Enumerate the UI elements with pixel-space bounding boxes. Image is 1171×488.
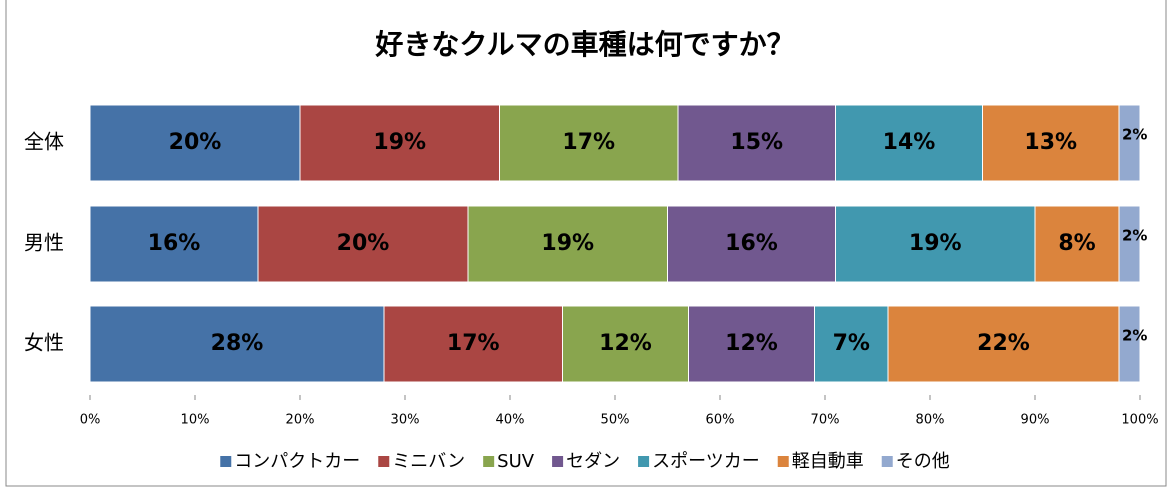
data-label: 2% — [1122, 126, 1147, 144]
legend-swatch — [483, 456, 495, 467]
y-tick-label: 全体 — [24, 130, 64, 154]
bar-segment — [814, 305, 889, 383]
bar-segment — [1034, 205, 1120, 283]
legend-label: 軽自動車 — [792, 451, 864, 472]
bar-segment — [257, 205, 469, 283]
data-label: 22% — [977, 331, 1030, 356]
data-label: 28% — [211, 331, 264, 356]
data-label: 19% — [909, 231, 962, 256]
bar-segment — [667, 205, 836, 283]
legend-swatch — [777, 456, 789, 467]
legend-swatch — [881, 456, 893, 467]
x-tick-label: 40% — [496, 413, 525, 428]
bar-segment — [688, 305, 815, 383]
legend-label: SUV — [497, 451, 535, 472]
x-tick-label: 100% — [1121, 413, 1158, 428]
data-label: 14% — [883, 130, 936, 155]
data-label: 20% — [337, 231, 390, 256]
x-tick-label: 70% — [811, 413, 840, 428]
data-label: 7% — [833, 331, 870, 356]
bar-segment — [982, 104, 1120, 182]
data-label: 19% — [373, 130, 426, 155]
legend-label: セダン — [566, 451, 620, 472]
bar-segment — [89, 205, 259, 283]
legend-label: ミニバン — [392, 451, 465, 472]
bar-segment — [1118, 104, 1141, 182]
data-label: 15% — [730, 130, 783, 155]
x-tick-label: 0% — [80, 413, 101, 428]
x-tick-label: 80% — [916, 413, 945, 428]
legend-label: その他 — [896, 451, 950, 472]
x-tick-label: 20% — [286, 413, 315, 428]
bar-segment — [89, 104, 301, 182]
data-label: 17% — [562, 130, 615, 155]
bar-segment — [835, 104, 983, 182]
legend-swatch — [220, 456, 232, 467]
bar-segment — [383, 305, 563, 383]
bar-segment — [1118, 305, 1141, 383]
legend-label: コンパクトカー — [234, 451, 360, 472]
x-tick-label: 90% — [1021, 413, 1050, 428]
legend-swatch — [638, 456, 650, 467]
data-label: 2% — [1122, 327, 1147, 345]
data-label: 13% — [1024, 130, 1077, 155]
data-label: 20% — [169, 130, 222, 155]
x-tick-label: 50% — [601, 413, 630, 428]
data-label: 8% — [1058, 231, 1095, 256]
legend-swatch — [552, 456, 564, 467]
bar-segment — [562, 305, 689, 383]
legend-label: スポーツカー — [652, 451, 760, 472]
x-tick-label: 10% — [181, 413, 210, 428]
data-label: 16% — [725, 231, 778, 256]
data-label: 16% — [148, 231, 201, 256]
data-label: 19% — [541, 231, 594, 256]
legend-swatch — [378, 456, 390, 467]
data-label: 12% — [599, 331, 652, 356]
bar-segment — [499, 104, 679, 182]
x-tick-label: 60% — [706, 413, 735, 428]
chart-title: 好きなクルマの車種は何ですか？ — [374, 28, 794, 61]
data-label: 12% — [725, 331, 778, 356]
bar-segment — [887, 305, 1120, 383]
bar-segment — [677, 104, 836, 182]
y-tick-label: 女性 — [24, 331, 64, 355]
y-tick-label: 男性 — [24, 231, 64, 255]
bar-segment — [89, 305, 385, 383]
bar-segment — [1118, 205, 1141, 283]
data-label: 2% — [1122, 227, 1147, 245]
x-tick-label: 30% — [391, 413, 420, 428]
bar-segment — [835, 205, 1036, 283]
data-label: 17% — [447, 331, 500, 356]
